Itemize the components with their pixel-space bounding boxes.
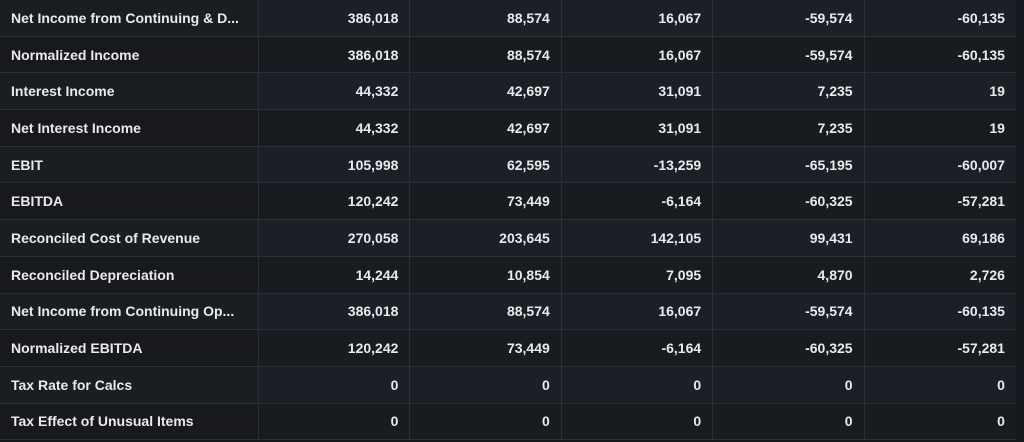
table-cell: 2,726 [969, 266, 1005, 283]
table-cell: 31,091 [562, 73, 714, 110]
table-row[interactable]: Normalized Income 386,018 88,574 16,067 … [0, 36, 1016, 74]
row-label: Interest Income [0, 73, 259, 110]
table-cell: -60,007 [957, 156, 1005, 173]
table-row[interactable]: EBIT 105,998 62,595 -13,259 -65,195 -60,… [0, 146, 1016, 184]
row-label: Net Interest Income [0, 110, 259, 146]
row-label: Tax Rate for Calcs [0, 366, 259, 403]
table-cell: 0 [713, 403, 865, 440]
table-cell: -6,164 [562, 183, 714, 220]
table-cell: 69,186 [962, 229, 1005, 246]
table-row[interactable]: Reconciled Cost of Revenue 270,058 203,6… [0, 220, 1016, 257]
table-cell: -60,135 [957, 9, 1005, 26]
table-cell: 142,105 [562, 220, 714, 256]
row-label: Reconciled Cost of Revenue [0, 220, 259, 256]
table-cell: 88,574 [410, 36, 562, 73]
table-row[interactable]: Net Income from Continuing Op... 386,018… [0, 293, 1016, 331]
table-cell: -60,325 [713, 183, 865, 220]
table-row[interactable]: Tax Effect of Unusual Items 0 0 0 0 0 [0, 403, 1016, 441]
table-cell: -13,259 [562, 146, 714, 183]
table-cell: 0 [410, 403, 562, 440]
table-cell: 44,332 [259, 73, 411, 110]
table-cell: 386,018 [259, 293, 411, 330]
table-cell: 19 [989, 83, 1005, 100]
table-row[interactable]: Net Interest Income 44,332 42,697 31,091… [0, 110, 1016, 147]
row-label: Normalized EBITDA [0, 330, 259, 366]
table-cell: -65,195 [713, 146, 865, 183]
table-row[interactable]: Net Income from Continuing & D... 386,01… [0, 0, 1016, 37]
table-cell: 270,058 [259, 220, 411, 256]
table-cell: 62,595 [410, 146, 562, 183]
table-cell: 10,854 [410, 256, 562, 293]
table-cell: 0 [562, 366, 714, 403]
row-label: Net Income from Continuing & D... [0, 0, 259, 36]
table-cell: 0 [997, 413, 1005, 430]
table-cell: 0 [713, 366, 865, 403]
table-row[interactable]: Normalized EBITDA 120,242 73,449 -6,164 … [0, 330, 1016, 367]
table-cell: -6,164 [562, 330, 714, 366]
row-label: Net Income from Continuing Op... [0, 293, 259, 330]
table-cell: 7,235 [713, 110, 865, 146]
table-cell: -59,574 [713, 36, 865, 73]
table-cell: 203,645 [410, 220, 562, 256]
table-cell: -57,281 [957, 193, 1005, 210]
table-cell: 7,095 [562, 256, 714, 293]
table-cell: 16,067 [562, 293, 714, 330]
table-cell: 386,018 [259, 36, 411, 73]
row-label: Tax Effect of Unusual Items [0, 403, 259, 440]
table-cell: 73,449 [410, 330, 562, 366]
table-cell: -59,574 [713, 0, 865, 36]
table-cell: 73,449 [410, 183, 562, 220]
table-cell: 105,998 [259, 146, 411, 183]
table-cell: 14,244 [259, 256, 411, 293]
row-label: Reconciled Depreciation [0, 256, 259, 293]
table-cell: 120,242 [259, 183, 411, 220]
table-cell: 0 [259, 403, 411, 440]
table-cell: 42,697 [410, 110, 562, 146]
table-cell: 88,574 [410, 0, 562, 36]
table-cell: -60,135 [957, 303, 1005, 320]
table-cell: 16,067 [562, 36, 714, 73]
table-cell: 88,574 [410, 293, 562, 330]
row-label: EBITDA [0, 183, 259, 220]
table-cell: 7,235 [713, 73, 865, 110]
table-cell: 4,870 [713, 256, 865, 293]
table-row[interactable]: Interest Income 44,332 42,697 31,091 7,2… [0, 73, 1016, 111]
table-cell: 19 [989, 119, 1005, 136]
table-cell: -60,135 [957, 46, 1005, 63]
table-cell: -60,325 [713, 330, 865, 366]
table-cell: 120,242 [259, 330, 411, 366]
table-cell: 0 [997, 376, 1005, 393]
table-row[interactable]: Tax Rate for Calcs 0 0 0 0 0 [0, 366, 1016, 404]
row-label: EBIT [0, 146, 259, 183]
table-cell: 0 [562, 403, 714, 440]
table-cell: 16,067 [562, 0, 714, 36]
table-cell: 44,332 [259, 110, 411, 146]
table-cell: -57,281 [957, 340, 1005, 357]
table-cell: 99,431 [713, 220, 865, 256]
table-cell: 0 [410, 366, 562, 403]
table-cell: 0 [259, 366, 411, 403]
table-row[interactable]: EBITDA 120,242 73,449 -6,164 -60,325 -57… [0, 183, 1016, 221]
table-row[interactable]: Reconciled Depreciation 14,244 10,854 7,… [0, 256, 1016, 294]
table-cell: 31,091 [562, 110, 714, 146]
table-cell: -59,574 [713, 293, 865, 330]
table-cell: 386,018 [259, 0, 411, 36]
row-label: Normalized Income [0, 36, 259, 73]
table-cell: 42,697 [410, 73, 562, 110]
